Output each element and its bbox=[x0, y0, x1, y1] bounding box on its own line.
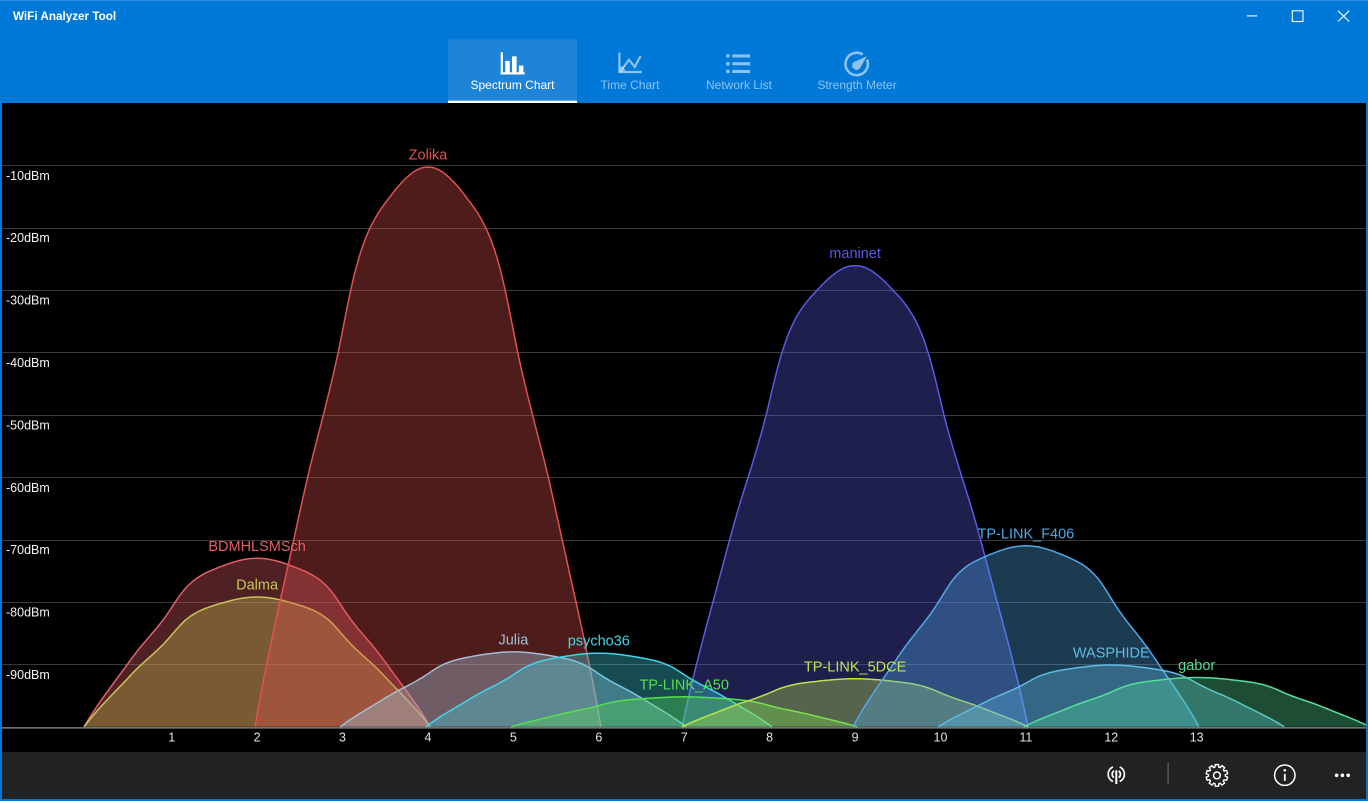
svg-text:10: 10 bbox=[934, 731, 948, 745]
svg-text:psycho36: psycho36 bbox=[568, 634, 630, 650]
svg-text:13: 13 bbox=[1190, 731, 1204, 745]
svg-text:Network List: Network List bbox=[706, 78, 773, 92]
svg-text:-80dBm: -80dBm bbox=[6, 606, 50, 620]
svg-text:TP-LINK_5DCE: TP-LINK_5DCE bbox=[804, 659, 907, 675]
svg-text:WASPHIDE: WASPHIDE bbox=[1073, 646, 1150, 662]
svg-text:3: 3 bbox=[339, 731, 346, 745]
svg-text:WiFi Analyzer Tool: WiFi Analyzer Tool bbox=[13, 10, 116, 23]
svg-text:11: 11 bbox=[1019, 731, 1032, 745]
svg-text:-30dBm: -30dBm bbox=[6, 294, 50, 308]
svg-text:4: 4 bbox=[425, 731, 432, 745]
svg-text:-60dBm: -60dBm bbox=[6, 481, 50, 495]
svg-text:12: 12 bbox=[1104, 731, 1118, 745]
svg-text:-40dBm: -40dBm bbox=[6, 356, 50, 370]
svg-text:8: 8 bbox=[766, 731, 773, 745]
svg-text:BDMHLSMSch: BDMHLSMSch bbox=[208, 539, 306, 555]
svg-text:TP-LINK_F406: TP-LINK_F406 bbox=[978, 526, 1075, 542]
svg-text:Time Chart: Time Chart bbox=[601, 78, 661, 92]
svg-text:-10dBm: -10dBm bbox=[6, 169, 50, 183]
svg-text:-50dBm: -50dBm bbox=[6, 418, 50, 432]
svg-text:-20dBm: -20dBm bbox=[6, 231, 50, 245]
svg-text:Zolika: Zolika bbox=[409, 148, 449, 164]
svg-text:Strength Meter: Strength Meter bbox=[817, 78, 896, 92]
svg-text:2: 2 bbox=[254, 731, 261, 745]
svg-text:-90dBm: -90dBm bbox=[6, 668, 50, 682]
svg-text:Julia: Julia bbox=[498, 632, 529, 648]
svg-text:-70dBm: -70dBm bbox=[6, 543, 50, 557]
svg-text:Dalma: Dalma bbox=[236, 578, 279, 594]
svg-text:maninet: maninet bbox=[829, 246, 881, 262]
svg-text:Spectrum Chart: Spectrum Chart bbox=[470, 78, 555, 92]
svg-text:5: 5 bbox=[510, 731, 517, 745]
svg-text:6: 6 bbox=[595, 731, 602, 745]
svg-text:9: 9 bbox=[852, 731, 859, 745]
svg-text:TP-LINK_A50: TP-LINK_A50 bbox=[639, 677, 728, 693]
svg-text:gabor: gabor bbox=[1178, 658, 1215, 674]
svg-text:7: 7 bbox=[681, 731, 688, 745]
svg-text:1: 1 bbox=[168, 731, 175, 745]
